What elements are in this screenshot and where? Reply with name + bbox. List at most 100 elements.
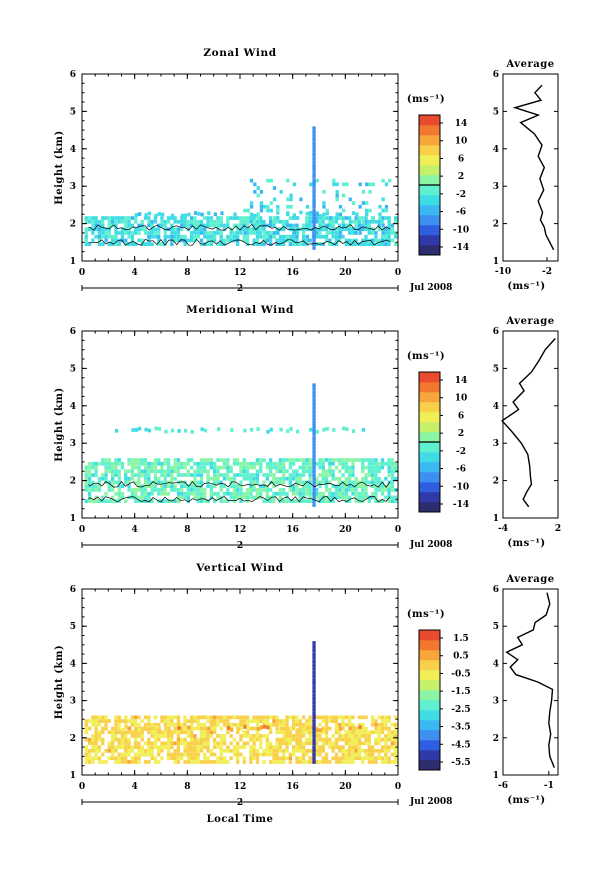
heatmap-cell xyxy=(150,465,154,470)
heatmap-cell xyxy=(242,473,246,477)
heatmap-cell xyxy=(245,231,250,235)
heatmap-cell xyxy=(286,223,290,228)
heatmap-cell xyxy=(127,242,131,246)
heatmap-cell xyxy=(315,734,319,738)
heatmap-cell xyxy=(117,756,121,761)
heatmap-cell xyxy=(219,726,223,731)
heatmap-cell xyxy=(242,465,246,470)
heatmap-cell xyxy=(286,726,290,731)
heatmap-cell xyxy=(183,495,187,500)
heatmap-cell xyxy=(361,495,365,500)
heatmap-cell xyxy=(312,126,316,131)
heatmap-cell xyxy=(137,227,141,232)
colorbar-swatch xyxy=(419,442,440,453)
heatmap-cell xyxy=(371,238,375,243)
heatmap-cell xyxy=(213,725,217,730)
heatmap-cell xyxy=(380,491,385,496)
heatmap-cell xyxy=(190,430,194,434)
heatmap-cell xyxy=(275,480,279,485)
heatmap-cell xyxy=(209,491,213,496)
heatmap-cell xyxy=(357,734,362,738)
heatmap-cell xyxy=(203,223,207,228)
heatmap-cell xyxy=(275,722,279,727)
heatmap-cell xyxy=(226,219,230,224)
heatmap-cell xyxy=(282,730,286,735)
heatmap-cell xyxy=(91,231,95,235)
day-number: 2 xyxy=(237,798,243,808)
colorbar-swatch xyxy=(419,185,440,196)
x-tick-label: 8 xyxy=(184,525,190,535)
heatmap-cell xyxy=(104,238,108,243)
heatmap-cell xyxy=(213,730,217,735)
heatmap-cell xyxy=(312,182,316,187)
heatmap-cell xyxy=(190,238,194,243)
heatmap-cell xyxy=(338,204,343,209)
heatmap-cell xyxy=(94,752,98,757)
heatmap-cell xyxy=(206,760,210,764)
heatmap-cell xyxy=(249,476,253,481)
heatmap-cell xyxy=(173,715,177,720)
heatmap-cell xyxy=(242,227,246,232)
heatmap-cell xyxy=(190,488,194,492)
heatmap-cell xyxy=(91,722,95,727)
heatmap-cell xyxy=(255,458,260,462)
heatmap-cell xyxy=(94,465,98,470)
heatmap-cell xyxy=(259,469,263,474)
heatmap-cell xyxy=(269,495,273,500)
x-tick-label: 20 xyxy=(339,268,352,278)
heatmap-cell xyxy=(87,242,92,246)
heatmap-cell xyxy=(140,223,144,228)
heatmap-cell xyxy=(147,219,151,224)
heatmap-cell xyxy=(312,405,316,410)
heatmap-cell xyxy=(348,737,352,742)
heatmap-cell xyxy=(328,491,332,496)
heatmap-cell xyxy=(166,734,171,738)
heatmap-cell xyxy=(236,760,240,764)
heatmap-cell xyxy=(199,231,204,235)
heatmap-cell xyxy=(390,741,395,746)
heatmap-cell xyxy=(153,234,158,239)
heatmap-cell xyxy=(308,476,312,481)
heatmap-cell xyxy=(285,495,289,500)
heatmap-cell xyxy=(173,238,177,243)
heatmap-cell xyxy=(321,719,325,723)
heatmap-cell xyxy=(321,465,325,470)
colorbar-swatch xyxy=(419,402,440,413)
avg-y-tick-label: 6 xyxy=(493,327,499,337)
heatmap-cell xyxy=(269,219,273,224)
heatmap-cell xyxy=(312,152,316,157)
heatmap-cell xyxy=(308,488,312,492)
heatmap-cell xyxy=(130,231,134,235)
heatmap-cell xyxy=(239,737,243,742)
heatmap-cell xyxy=(222,756,227,761)
heatmap-cell xyxy=(295,719,299,723)
heatmap-cell xyxy=(305,219,309,224)
heatmap-cell xyxy=(242,741,246,746)
heatmap-cell xyxy=(272,484,276,489)
heatmap-cell xyxy=(213,741,217,746)
heatmap-cell xyxy=(143,231,148,235)
heatmap-cell xyxy=(154,725,158,729)
heatmap-cell xyxy=(245,722,250,727)
heatmap-cell xyxy=(140,238,144,243)
heatmap-cell xyxy=(338,227,342,232)
heatmap-cell xyxy=(321,756,325,761)
heatmap-cell xyxy=(252,219,256,224)
colorbar-swatch xyxy=(419,492,440,503)
heatmap-cell xyxy=(245,719,250,723)
heatmap-cell xyxy=(173,741,177,746)
heatmap-cell xyxy=(315,737,319,742)
heatmap-cell xyxy=(180,730,184,735)
heatmap-cell xyxy=(213,480,217,485)
heatmap-cell xyxy=(134,213,138,217)
heatmap-cell xyxy=(278,760,283,764)
heatmap-cell xyxy=(269,745,273,749)
heatmap-cell xyxy=(104,469,108,474)
heatmap-cell xyxy=(315,715,319,720)
heatmap-cell xyxy=(364,491,368,496)
heatmap-cell xyxy=(292,752,296,757)
heatmap-cell xyxy=(321,461,325,466)
heatmap-cell xyxy=(219,495,223,500)
y-tick-label: 3 xyxy=(70,182,76,192)
heatmap-cell xyxy=(380,499,385,503)
